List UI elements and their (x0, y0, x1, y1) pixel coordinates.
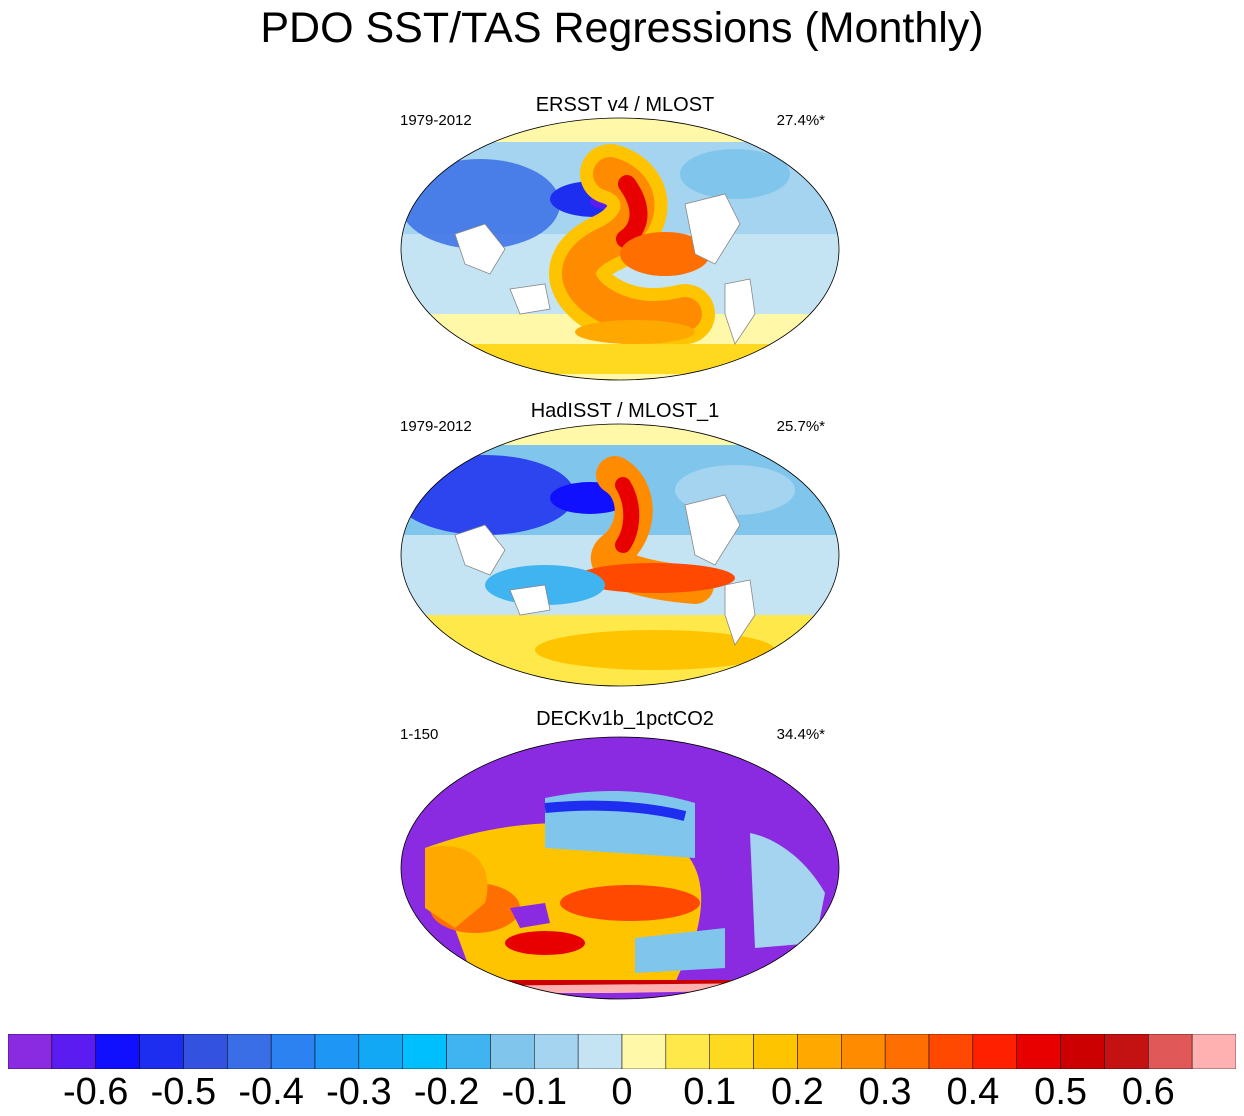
colorbar-swatch (753, 1034, 798, 1069)
colorbar-labels: -0.6 -0.5 -0.4 -0.3 -0.2 -0.1 0 0.1 0.2 0.3 0.4 0.5… (0, 1070, 1244, 1116)
colorbar-swatch (1191, 1034, 1236, 1069)
panel-title: HadISST / MLOST_1 (530, 400, 720, 422)
colorbar-tick-label: -0.3 (326, 1071, 392, 1113)
colorbar-swatch (709, 1034, 754, 1069)
colorbar-swatch (358, 1034, 403, 1069)
colorbar-tick-label: 0.4 (946, 1071, 1000, 1113)
figure-title: PDO SST/TAS Regressions (Monthly) (260, 4, 984, 52)
map-panel-deck: DECKv1b_1pctCO2 1-150 34.4%* (395, 708, 855, 1000)
colorbar-swatch (1060, 1034, 1105, 1069)
colorbar-swatch (95, 1034, 140, 1069)
colorbar-tick-label: 0.1 (683, 1071, 737, 1113)
colorbar-swatch (402, 1034, 447, 1069)
colorbar-swatch (270, 1034, 316, 1069)
colorbar-swatch (227, 1034, 272, 1069)
colorbar-swatch (534, 1034, 579, 1069)
colorbar-tick-label: -0.2 (413, 1071, 480, 1113)
colorbar-swatch (490, 1034, 535, 1069)
colorbar-tick-label: 0.3 (858, 1071, 912, 1113)
panel-title: DECKv1b_1pctCO2 (536, 708, 714, 730)
colorbar-swatch (1016, 1034, 1061, 1069)
colorbar-swatch (139, 1034, 184, 1069)
map-ersst (400, 117, 840, 381)
colorbar-tick-label: -0.4 (238, 1071, 304, 1113)
colorbar-swatch (797, 1034, 842, 1069)
colorbar-swatch (972, 1034, 1017, 1069)
colorbar-tick-label: -0.6 (62, 1071, 129, 1113)
colorbar-swatch (51, 1034, 96, 1069)
map-panel-ersst: ERSST v4 / MLOST 1979-2012 27.4%* (395, 94, 855, 384)
colorbar-tick-label: 0.5 (1034, 1071, 1088, 1113)
colorbar-swatch (1148, 1034, 1193, 1069)
colorbar-tick-label: 0.2 (770, 1071, 824, 1113)
map-deck (400, 736, 840, 1000)
panel-period: 1-150 (400, 726, 439, 743)
colorbar-tick-label: -0.1 (501, 1071, 568, 1113)
colorbar-tick-label: 0.6 (1121, 1071, 1175, 1113)
map-hadisst (400, 423, 840, 687)
colorbar-swatch (665, 1034, 710, 1069)
colorbar-tick-label: 0 (611, 1071, 633, 1113)
colorbar-swatch (446, 1034, 491, 1069)
colorbar-swatch (8, 1034, 53, 1069)
colorbar-swatch (314, 1034, 360, 1069)
panel-variance: 25.7%* (776, 418, 825, 435)
colorbar (8, 1034, 1236, 1069)
colorbar-swatch (183, 1034, 228, 1069)
panel-title: ERSST v4 / MLOST (535, 94, 715, 116)
colorbar-swatch (1104, 1034, 1149, 1069)
panel-variance: 27.4%* (776, 112, 825, 129)
colorbar-swatch (577, 1034, 623, 1069)
panel-period: 1979-2012 (400, 112, 472, 129)
panel-period: 1979-2012 (400, 418, 472, 435)
colorbar-swatch (841, 1034, 886, 1069)
colorbar-tick-label: -0.5 (150, 1071, 217, 1113)
map-panel-hadisst: HadISST / MLOST_1 1979-2012 25.7%* (395, 400, 855, 690)
panel-variance: 34.4%* (776, 726, 825, 743)
colorbar-swatch (621, 1034, 667, 1069)
colorbar-swatch (884, 1034, 930, 1069)
colorbar-swatch (928, 1034, 974, 1069)
